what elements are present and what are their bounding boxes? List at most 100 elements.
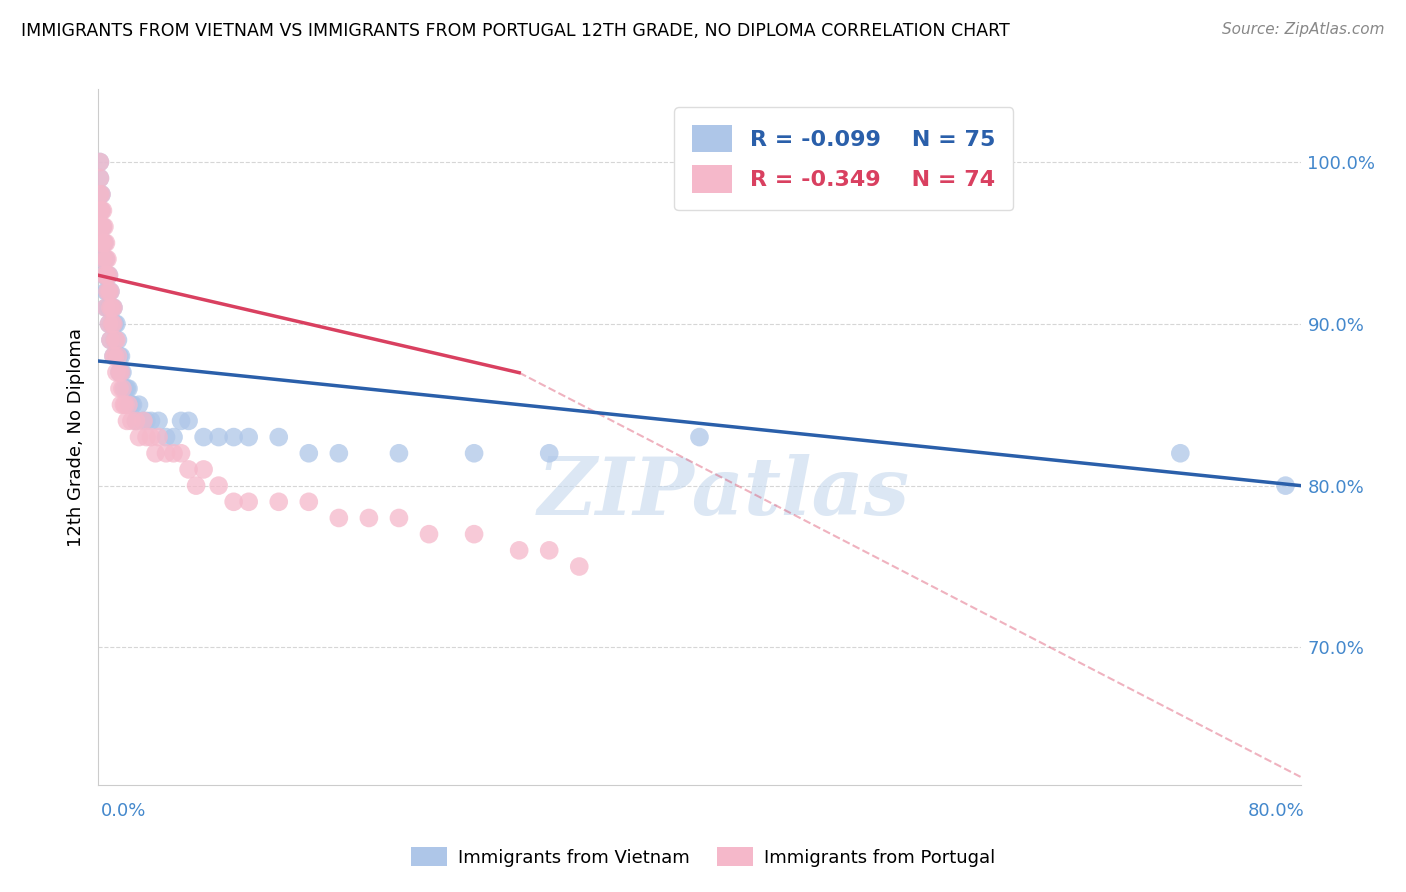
Point [155, 446, 177, 460]
Point [90, 187, 112, 202]
Point [104, 317, 127, 331]
Point [108, 382, 131, 396]
Point [128, 398, 150, 412]
Point [508, 543, 530, 558]
Point [108, 349, 131, 363]
Point [105, 365, 128, 379]
Point [108, 365, 131, 379]
Point [97, 268, 120, 283]
Point [91, 219, 114, 234]
Point [105, 333, 128, 347]
Point [114, 382, 136, 396]
Point [91, 235, 114, 250]
Point [90, 219, 112, 234]
Point [89, 203, 111, 218]
Point [100, 333, 122, 347]
Point [538, 543, 561, 558]
Point [93, 268, 115, 283]
Point [125, 414, 148, 428]
Point [184, 478, 207, 492]
Point [155, 430, 177, 444]
Point [96, 301, 118, 315]
Point [96, 285, 118, 299]
Point [107, 333, 129, 347]
Point [100, 301, 122, 315]
Point [94, 252, 117, 266]
Point [122, 398, 145, 412]
Point [132, 414, 155, 428]
Point [177, 414, 200, 428]
Point [111, 382, 134, 396]
Point [238, 495, 260, 509]
Point [93, 252, 115, 266]
Point [162, 446, 184, 460]
Point [328, 446, 350, 460]
Text: 0.0%: 0.0% [101, 802, 146, 820]
Point [90, 219, 112, 234]
Point [148, 414, 170, 428]
Point [110, 365, 132, 379]
Point [117, 398, 139, 412]
Point [121, 398, 143, 412]
Point [100, 301, 122, 315]
Point [93, 268, 115, 283]
Point [104, 333, 127, 347]
Point [328, 511, 350, 525]
Point [97, 285, 120, 299]
Point [139, 414, 162, 428]
Point [135, 430, 157, 444]
Point [115, 382, 138, 396]
Point [568, 559, 591, 574]
Legend: R = -0.099    N = 75, R = -0.349    N = 74: R = -0.099 N = 75, R = -0.349 N = 74 [675, 107, 1014, 211]
Point [93, 235, 115, 250]
Text: ZIPatlas: ZIPatlas [537, 454, 910, 532]
Point [170, 446, 193, 460]
Point [238, 430, 260, 444]
Point [91, 235, 114, 250]
Point [93, 235, 115, 250]
Point [89, 155, 111, 169]
Point [103, 317, 125, 331]
Point [100, 285, 122, 299]
Point [418, 527, 440, 541]
Point [91, 252, 114, 266]
Point [96, 285, 118, 299]
Point [115, 414, 138, 428]
Point [94, 268, 117, 283]
Point [193, 462, 215, 476]
Point [90, 203, 112, 218]
Point [103, 349, 125, 363]
Point [103, 301, 125, 315]
Point [1170, 446, 1192, 460]
Point [107, 349, 129, 363]
Point [139, 430, 162, 444]
Point [267, 495, 290, 509]
Point [162, 430, 184, 444]
Point [97, 317, 120, 331]
Point [538, 446, 561, 460]
Point [91, 203, 114, 218]
Point [114, 398, 136, 412]
Point [94, 301, 117, 315]
Point [121, 414, 143, 428]
Y-axis label: 12th Grade, No Diploma: 12th Grade, No Diploma [66, 327, 84, 547]
Point [357, 511, 380, 525]
Point [463, 527, 485, 541]
Point [104, 333, 127, 347]
Point [688, 430, 710, 444]
Point [298, 495, 321, 509]
Point [91, 219, 114, 234]
Point [89, 187, 111, 202]
Point [90, 235, 112, 250]
Point [97, 285, 120, 299]
Text: Source: ZipAtlas.com: Source: ZipAtlas.com [1222, 22, 1385, 37]
Point [105, 317, 128, 331]
Point [89, 155, 111, 169]
Point [96, 252, 118, 266]
Point [463, 446, 485, 460]
Point [267, 430, 290, 444]
Point [177, 462, 200, 476]
Point [388, 511, 411, 525]
Point [110, 398, 132, 412]
Point [101, 301, 124, 315]
